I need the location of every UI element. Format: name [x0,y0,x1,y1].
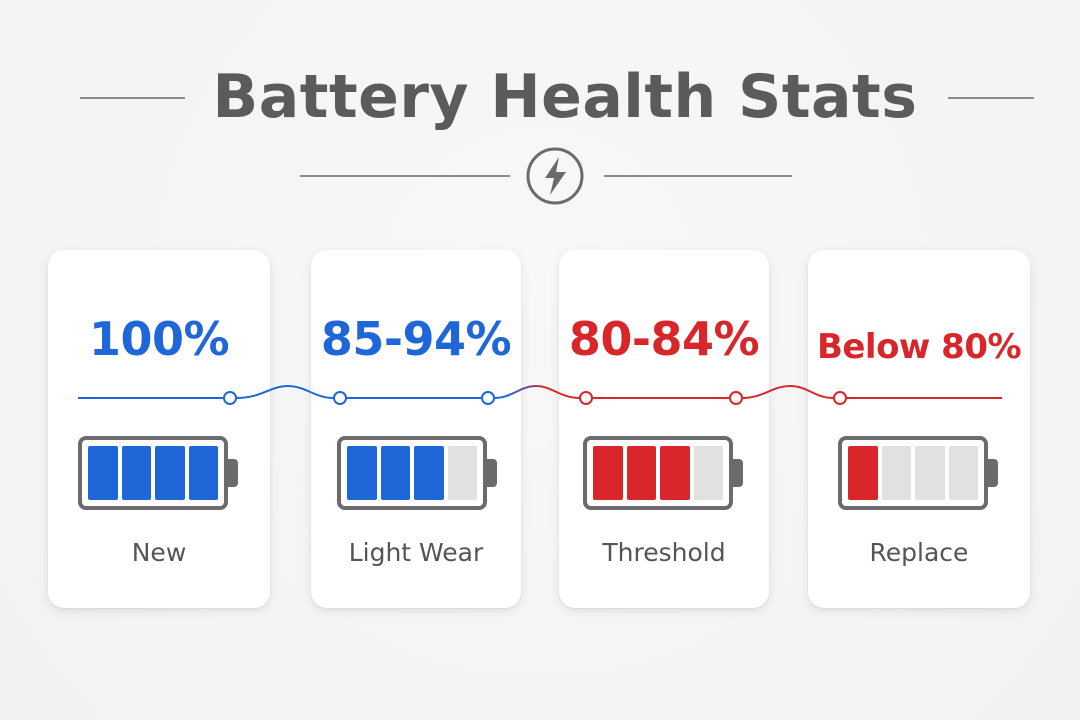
battery-icon [583,436,745,510]
battery-cell [380,446,410,500]
title-area: Battery Health Stats [0,56,1080,136]
battery-cap [733,459,743,487]
stage-range: 85-94% [320,312,512,366]
stage-range: 100% [88,312,230,366]
stage-card-new: 100% New [48,250,270,608]
battery-cell [915,446,945,500]
battery-cell [188,446,218,500]
stage-label: Threshold [602,538,726,567]
battery-cap [988,459,998,487]
battery-cell [414,446,444,500]
stage-card-light-wear: 85-94% Light Wear [311,250,521,608]
battery-cell [848,446,878,500]
stage-range: Below 80% [816,327,1022,367]
battery-cell [155,446,185,500]
stage-label: Replace [869,538,969,567]
battery-body [337,436,487,510]
title-rule-right [948,97,1034,99]
battery-icon [838,436,1000,510]
stage-card-threshold: 80-84% Threshold [559,250,769,608]
battery-body [78,436,228,510]
lightning-bolt-icon [526,147,584,205]
divider-left [300,175,510,177]
battery-icon [78,436,240,510]
stage-card-replace: Below 80% Replace [808,250,1030,608]
stage-range: 80-84% [568,312,760,366]
divider-right [604,175,792,177]
battery-cell [121,446,151,500]
battery-body [838,436,988,510]
page-title: Battery Health Stats [212,62,918,132]
battery-cell [948,446,978,500]
stage-label: New [131,538,187,567]
battery-cell [447,446,477,500]
battery-cap [228,459,238,487]
battery-cell [660,446,690,500]
stage-label: Light Wear [348,538,484,567]
battery-cell [693,446,723,500]
battery-icon [337,436,499,510]
battery-cell [881,446,911,500]
battery-cell [347,446,377,500]
battery-cell [593,446,623,500]
battery-cell [626,446,656,500]
title-rule-left [80,97,185,99]
battery-cell [88,446,118,500]
battery-body [583,436,733,510]
battery-cap [487,459,497,487]
